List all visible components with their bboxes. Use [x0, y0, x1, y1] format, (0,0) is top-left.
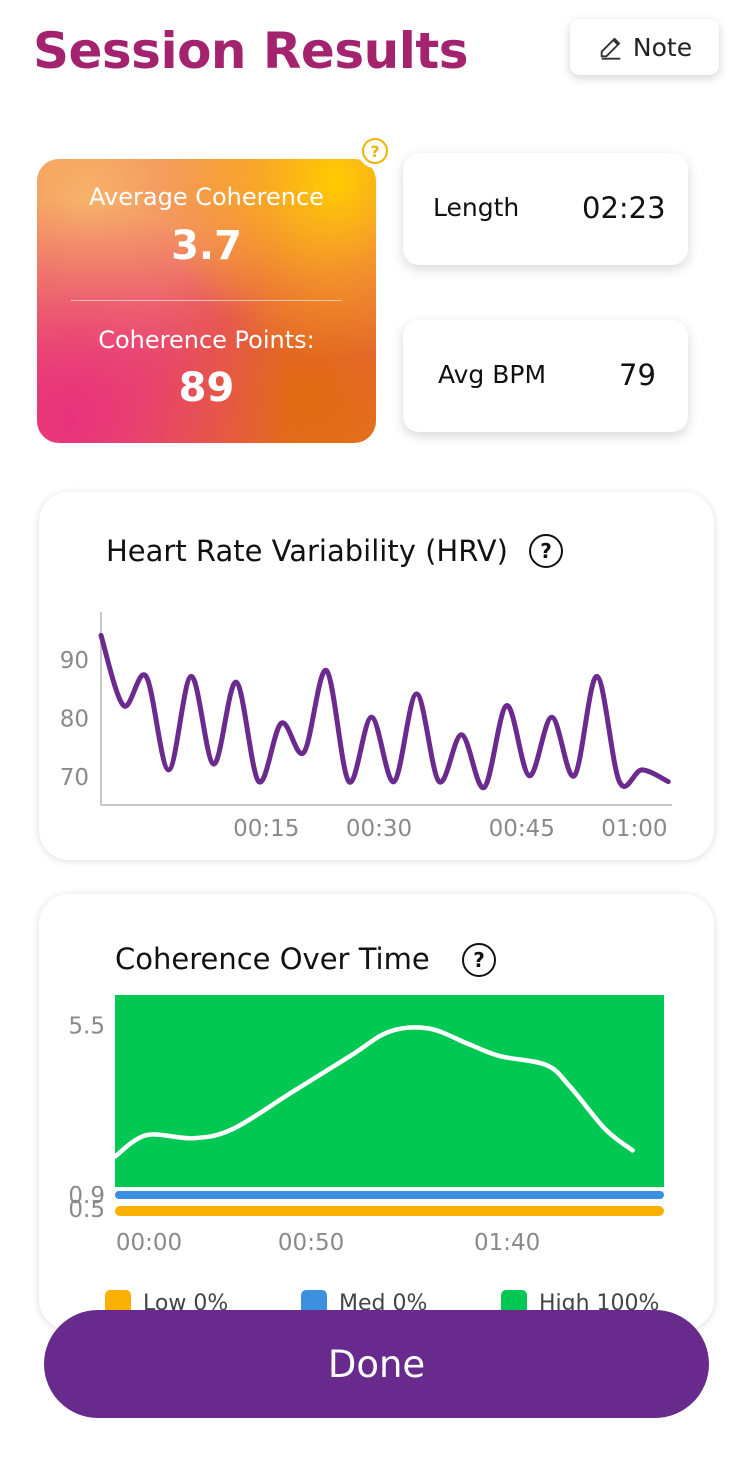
hrv-y-tick: 90	[60, 648, 89, 674]
coherence-med-zone	[115, 1191, 664, 1199]
coherence-points-label: Coherence Points:	[98, 326, 315, 354]
hrv-y-tick: 70	[60, 765, 89, 791]
hrv-help-icon[interactable]: ?	[529, 534, 563, 568]
avg-bpm-stat-card: Avg BPM 79	[403, 320, 688, 432]
average-coherence-label: Average Coherence	[89, 183, 324, 211]
length-value: 02:23	[582, 191, 666, 225]
coherence-y-tick: 5.5	[68, 1013, 105, 1039]
coherence-series-line	[112, 1025, 635, 1159]
pencil-icon	[600, 37, 621, 60]
coherence-x-tick: 01:40	[474, 1230, 540, 1256]
done-button[interactable]: Done	[44, 1310, 709, 1418]
avg-bpm-value: 79	[619, 358, 656, 392]
summary-divider	[71, 300, 342, 301]
coherence-chart: 5.5 0.90.5 00:00 00:50 01:40	[68, 995, 664, 1256]
average-coherence-value: 3.7	[171, 223, 242, 269]
hrv-y-tick: 80	[60, 706, 89, 732]
coherence-summary-card: Average Coherence 3.7 Coherence Points: …	[37, 159, 376, 443]
hrv-x-tick: 01:00	[601, 816, 667, 842]
hrv-series-line	[98, 632, 671, 790]
hrv-x-tick: 00:30	[346, 816, 412, 842]
hrv-panel: Heart Rate Variability (HRV) ?	[39, 492, 714, 860]
coherence-low-zone	[115, 1206, 664, 1216]
coherence-y-tick: 0.9	[68, 1183, 105, 1209]
hrv-x-tick: 00:45	[489, 816, 555, 842]
hrv-chart: 90 80 70 00:15 00:30 00:45 01:00	[60, 612, 672, 842]
coherence-points-value: 89	[178, 365, 235, 411]
note-button-label: Note	[632, 32, 693, 62]
coherence-high-zone	[115, 995, 664, 1187]
coherence-title: Coherence Over Time	[115, 942, 430, 976]
avg-bpm-label: Avg BPM	[438, 360, 547, 389]
length-label: Length	[433, 193, 520, 222]
note-button[interactable]: Note	[570, 19, 719, 75]
page-title: Session Results	[33, 22, 469, 80]
hrv-x-tick: 00:15	[233, 816, 299, 842]
help-icon: ?	[362, 138, 388, 164]
coherence-help-icon[interactable]: ?	[462, 943, 496, 977]
length-stat-card: Length 02:23	[403, 153, 688, 265]
coherence-x-tick: 00:00	[116, 1230, 182, 1256]
coherence-x-tick: 00:50	[278, 1230, 344, 1256]
coherence-y-tick: 0.5	[68, 1197, 105, 1223]
hrv-title: Heart Rate Variability (HRV)	[106, 534, 508, 568]
summary-help-button[interactable]: ?	[358, 134, 392, 168]
